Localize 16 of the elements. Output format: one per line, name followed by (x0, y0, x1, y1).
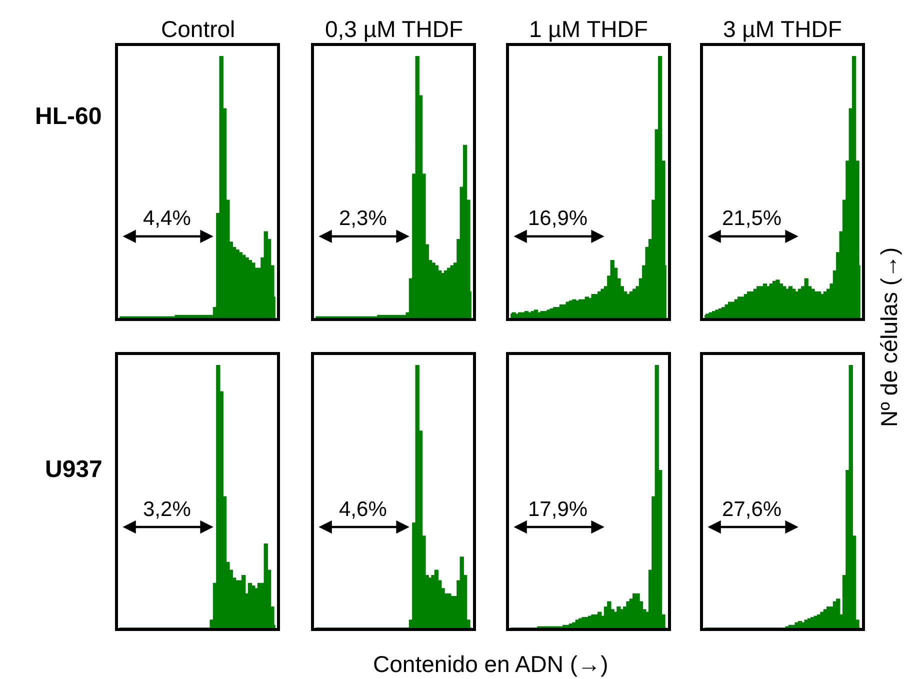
annotation: 4,6% (339, 498, 387, 521)
chart-title: Control (161, 16, 236, 42)
y-axis-title: Nº de células (→) (876, 247, 902, 427)
annotation: 2,3% (339, 207, 387, 230)
chart-title: 3 µM THDF (723, 16, 842, 42)
annotation: 16,9% (528, 207, 588, 230)
chart-title: 0,3 µM THDF (325, 16, 464, 42)
y-axis-title: HL-60 (35, 103, 102, 130)
annotation: 4,4% (143, 207, 191, 230)
annotation: 21,5% (722, 207, 782, 230)
y-axis-title: U937 (45, 456, 102, 483)
x-axis-title: Contenido en ADN (→) (373, 651, 608, 677)
annotation: 27,6% (722, 498, 782, 521)
annotation: 17,9% (528, 498, 588, 521)
chart-title: 1 µM THDF (529, 16, 648, 42)
annotation: 3,2% (143, 498, 191, 521)
